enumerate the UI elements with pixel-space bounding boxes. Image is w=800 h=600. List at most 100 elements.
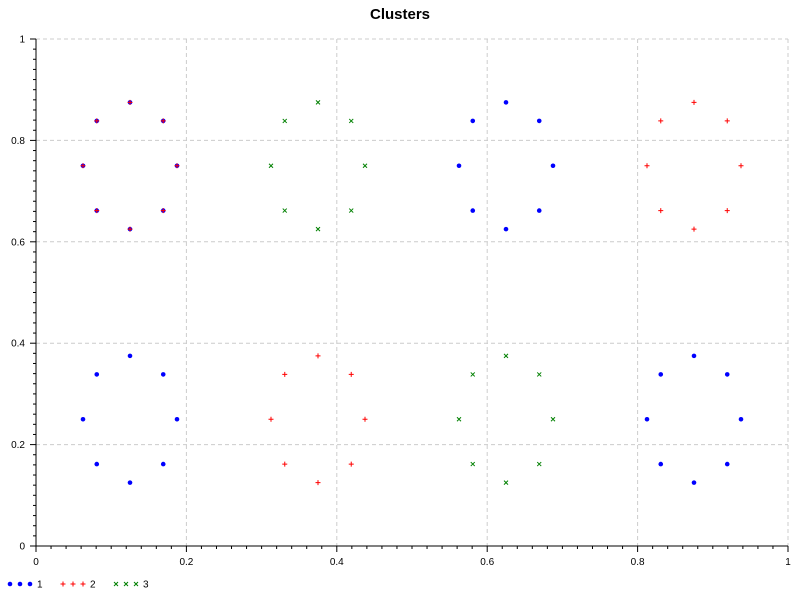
legend-marker — [113, 581, 119, 587]
legend-marker — [7, 581, 13, 587]
data-point — [470, 372, 476, 377]
legend-marker — [80, 581, 86, 587]
x-tick-label: 0.6 — [480, 557, 494, 568]
data-point — [127, 99, 133, 105]
data-point — [174, 416, 180, 422]
data-point — [456, 163, 462, 169]
legend-marker — [27, 581, 33, 587]
chart-title: Clusters — [370, 6, 430, 23]
y-tick-label: 0 — [19, 542, 25, 553]
axes: 0 0.2 0.4 0.6 0.8 1 0 0.2 0.4 0.6 0.8 1 — [11, 35, 791, 569]
data-point — [536, 208, 542, 213]
data-point — [348, 371, 354, 377]
data-point — [282, 461, 288, 467]
y-tick-label: 0.8 — [11, 136, 25, 147]
data-point — [724, 118, 730, 124]
data-point — [348, 208, 354, 213]
data-point — [470, 208, 476, 213]
data-point — [536, 461, 542, 467]
legend-marker — [60, 581, 66, 587]
data-point — [315, 353, 321, 359]
data-point — [644, 163, 650, 169]
data-point — [362, 416, 368, 422]
data-point — [536, 118, 542, 124]
legend: 1 2 3 — [7, 580, 149, 591]
legend-item-3: 3 — [113, 580, 149, 591]
data-point — [724, 372, 730, 377]
data-point — [348, 118, 354, 124]
data-point — [658, 461, 664, 467]
y-tick-label: 1 — [19, 35, 25, 46]
data-point — [644, 416, 650, 422]
data-point — [470, 461, 476, 467]
data-point — [738, 416, 744, 422]
data-point — [315, 100, 321, 105]
data-point — [80, 163, 86, 169]
data-point — [268, 163, 274, 169]
data-point — [550, 416, 556, 422]
legend-marker — [70, 581, 76, 587]
data-point — [160, 118, 166, 124]
legend-item-1: 1 — [7, 580, 43, 591]
series-1 — [80, 100, 744, 485]
data-point — [456, 416, 462, 422]
data-point — [94, 461, 100, 467]
y-tick-label: 0.6 — [11, 237, 25, 248]
data-point — [160, 208, 166, 214]
data-point — [536, 372, 542, 377]
x-tick-label: 0.4 — [330, 557, 344, 568]
data-point — [691, 353, 697, 359]
data-point — [503, 100, 509, 105]
data-point — [174, 163, 180, 169]
data-point — [160, 461, 166, 467]
data-point — [724, 461, 730, 467]
data-point — [127, 480, 133, 485]
series-3 — [268, 100, 556, 485]
data-point — [282, 118, 288, 124]
data-point — [470, 118, 476, 124]
data-point — [315, 226, 321, 232]
data-point — [691, 226, 697, 232]
y-tick-label: 0.2 — [11, 440, 25, 451]
data-point — [282, 371, 288, 377]
grid — [36, 38, 789, 546]
data-point — [348, 461, 354, 467]
legend-marker — [133, 581, 139, 587]
data-point — [315, 480, 321, 486]
data-point — [268, 416, 274, 422]
data-point — [282, 208, 288, 213]
data-point — [94, 372, 100, 377]
data-point — [127, 353, 133, 359]
data-point — [550, 163, 556, 169]
data-point — [94, 118, 100, 124]
legend-label: 1 — [37, 580, 43, 591]
y-tick-label: 0.4 — [11, 339, 25, 350]
data-point — [503, 353, 509, 359]
data-points — [80, 99, 744, 486]
legend-label: 2 — [90, 580, 96, 591]
series-2 — [80, 99, 744, 486]
legend-label: 3 — [143, 580, 149, 591]
data-point — [362, 163, 368, 169]
data-point — [658, 372, 664, 377]
data-point — [658, 118, 664, 124]
x-tick-label: 0.8 — [631, 557, 645, 568]
legend-item-2: 2 — [60, 580, 96, 591]
data-point — [658, 208, 664, 214]
legend-marker — [17, 581, 23, 587]
data-point — [503, 226, 509, 232]
data-point — [160, 372, 166, 377]
data-point — [691, 480, 697, 485]
data-point — [724, 208, 730, 214]
data-point — [94, 208, 100, 214]
data-point — [503, 480, 509, 485]
x-tick-label: 1 — [785, 557, 791, 568]
x-tick-label: 0.2 — [179, 557, 193, 568]
legend-marker — [123, 581, 129, 587]
data-point — [691, 99, 697, 105]
data-point — [80, 416, 86, 422]
data-point — [127, 226, 133, 232]
x-tick-label: 0 — [33, 557, 39, 568]
data-point — [738, 163, 744, 169]
